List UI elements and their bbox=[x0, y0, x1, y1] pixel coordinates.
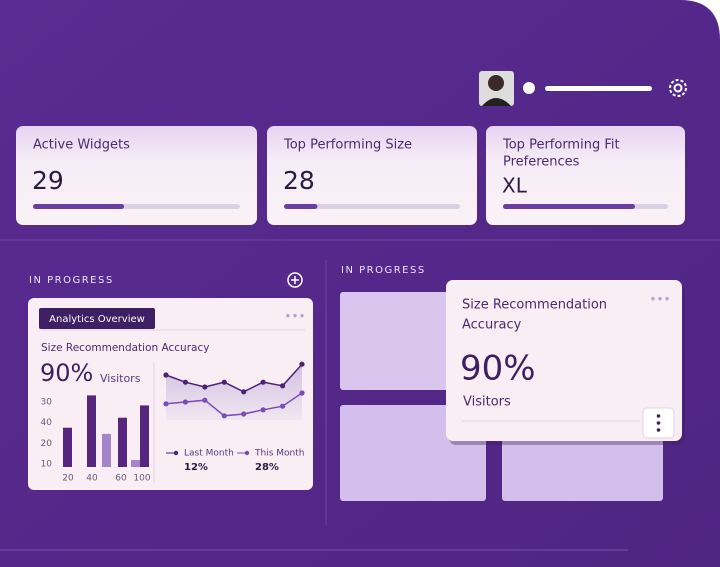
card-caption: Visitors bbox=[463, 395, 511, 410]
stat-title: Preferences bbox=[503, 155, 580, 170]
line-point bbox=[182, 399, 189, 405]
legend-label: Last Month bbox=[184, 449, 234, 459]
x-label: 100 bbox=[133, 474, 150, 484]
line-point bbox=[202, 397, 208, 403]
line-point bbox=[221, 413, 227, 419]
stat-title: Active Widgets bbox=[33, 138, 130, 153]
legend-value: 12% bbox=[184, 462, 208, 473]
progress-fill bbox=[284, 204, 318, 209]
line-point bbox=[279, 383, 286, 389]
section-label: IN PROGRESS bbox=[29, 275, 114, 286]
card-title: Accuracy bbox=[462, 318, 522, 333]
stat-card bbox=[486, 126, 685, 225]
settings-icon[interactable] bbox=[669, 79, 687, 97]
more-menu[interactable]: ••• bbox=[649, 293, 670, 307]
line bbox=[165, 392, 303, 417]
line-point bbox=[163, 372, 169, 378]
avatar-head bbox=[488, 75, 504, 91]
stat-card bbox=[16, 126, 257, 225]
line-area bbox=[166, 364, 302, 420]
x-label: 40 bbox=[86, 474, 98, 484]
line-point bbox=[241, 389, 247, 395]
section-label: IN PROGRESS bbox=[341, 265, 426, 276]
name-bar bbox=[545, 86, 652, 91]
stat-value: 29 bbox=[32, 166, 64, 195]
line-point bbox=[260, 407, 266, 413]
line-point bbox=[182, 379, 189, 385]
more-menu[interactable]: ••• bbox=[284, 310, 305, 324]
line-point bbox=[299, 361, 305, 367]
bar bbox=[140, 405, 149, 467]
bar bbox=[102, 433, 111, 467]
line-point bbox=[260, 379, 266, 385]
tag-label: Analytics Overview bbox=[49, 314, 145, 325]
stat-value: 28 bbox=[283, 166, 315, 195]
y-label: 40 bbox=[41, 418, 53, 428]
y-label: 20 bbox=[41, 439, 53, 449]
line-point bbox=[299, 390, 305, 396]
bar bbox=[118, 417, 127, 467]
bar bbox=[87, 395, 96, 467]
progress-fill bbox=[503, 204, 635, 209]
line-point bbox=[202, 384, 208, 390]
legend-value: 28% bbox=[255, 462, 279, 473]
line-point bbox=[279, 403, 286, 409]
line-point bbox=[241, 411, 247, 417]
y-label: 10 bbox=[41, 460, 53, 470]
stats-row: Active Widgets 29 Top Performing Size 28 Top… bbox=[16, 126, 685, 225]
line-chart: Last Month 12% This Month 28% bbox=[163, 361, 305, 473]
progress-fill bbox=[33, 204, 125, 209]
card-title: Size Recommendation bbox=[462, 298, 607, 313]
kebab-icon bbox=[656, 414, 661, 432]
legend-dot bbox=[244, 450, 250, 456]
bar bbox=[131, 460, 140, 467]
bar bbox=[63, 427, 72, 467]
stat-value: XL bbox=[502, 174, 528, 198]
card-value: 90% bbox=[460, 349, 536, 389]
stat-card bbox=[267, 126, 477, 225]
line bbox=[165, 363, 303, 393]
stat-title: Top Performing Fit bbox=[502, 138, 620, 153]
card-title: Size Recommendation Accuracy bbox=[41, 342, 209, 354]
add-button[interactable] bbox=[287, 272, 303, 288]
status-dot bbox=[523, 82, 535, 94]
accuracy-card bbox=[446, 280, 682, 441]
avatar-body bbox=[482, 98, 511, 106]
stat-title: Top Performing Size bbox=[283, 138, 412, 153]
x-label: 20 bbox=[62, 474, 74, 484]
progress-track bbox=[284, 204, 460, 209]
tag bbox=[39, 308, 155, 329]
legend-label: This Month bbox=[254, 449, 304, 459]
card-caption: Visitors bbox=[100, 372, 141, 385]
line-point bbox=[163, 401, 169, 407]
card-value: 90% bbox=[40, 359, 93, 387]
y-label: 30 bbox=[41, 398, 53, 408]
x-label: 60 bbox=[115, 474, 127, 484]
bar-chart: 30 40 20 10 20 40 60 100 bbox=[41, 395, 151, 484]
line-point bbox=[221, 379, 227, 385]
legend-dot bbox=[173, 450, 179, 456]
